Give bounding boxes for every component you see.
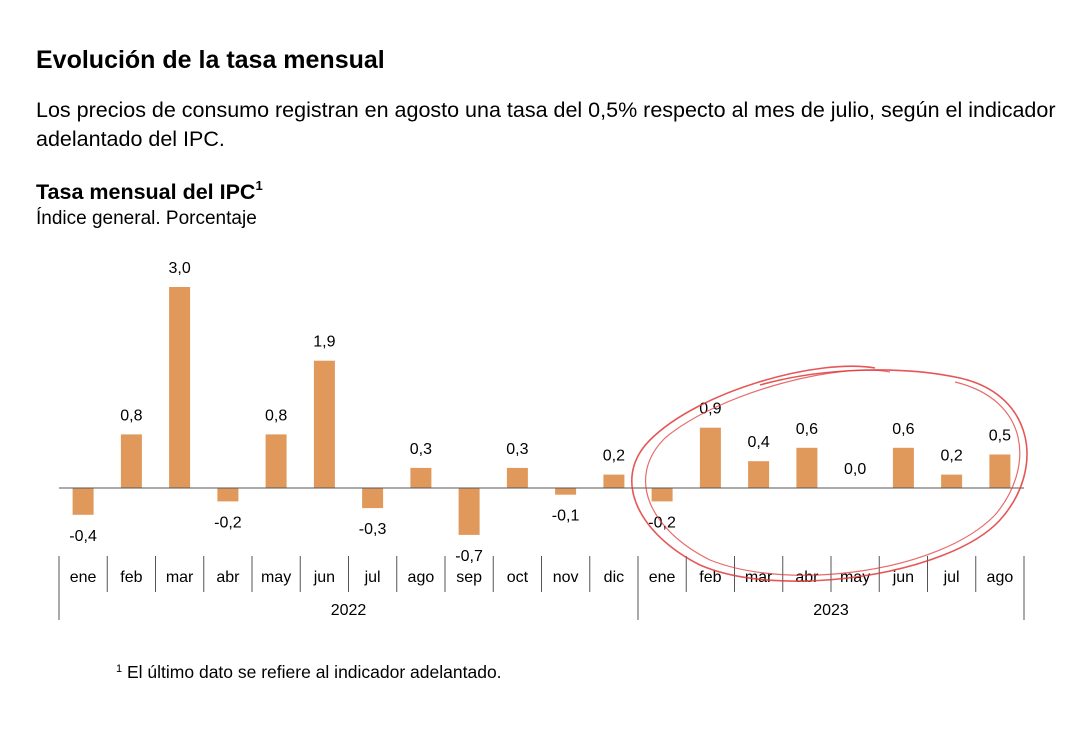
category-label: jun — [892, 569, 914, 586]
category-label: ago — [987, 569, 1014, 586]
bar — [555, 488, 577, 495]
bar — [941, 474, 963, 488]
category-label: abr — [216, 569, 240, 586]
bar — [410, 467, 432, 488]
category-label: nov — [553, 569, 579, 586]
footnote-marker: 1 — [116, 663, 123, 675]
data-label: 1,9 — [313, 334, 335, 351]
bar — [72, 488, 94, 515]
bar — [892, 447, 914, 488]
category-label: mar — [166, 569, 194, 586]
chart-title: Tasa mensual del IPC1 — [36, 178, 263, 205]
data-label: 0,3 — [410, 441, 432, 458]
bar — [989, 454, 1011, 488]
bar — [651, 488, 673, 502]
category-label: ago — [408, 569, 435, 586]
bar — [265, 434, 287, 488]
bar — [796, 447, 818, 488]
data-label: -0,3 — [359, 521, 387, 538]
category-label: ene — [70, 569, 97, 586]
data-label: 0,2 — [603, 448, 625, 465]
bar — [699, 427, 721, 488]
bar — [748, 461, 770, 488]
category-label: jul — [943, 569, 960, 586]
data-label: -0,2 — [214, 514, 242, 531]
group-label: 2023 — [813, 602, 849, 619]
category-label: abr — [795, 569, 819, 586]
bar — [362, 488, 384, 509]
footnote-text: El último dato se refiere al indicador a… — [127, 662, 502, 682]
page-title: Evolución de la tasa mensual — [36, 46, 385, 74]
bar — [120, 434, 142, 488]
footnote: 1 El último dato se refiere al indicador… — [116, 662, 502, 683]
data-label: -0,1 — [552, 508, 580, 525]
category-label: jun — [313, 569, 335, 586]
group-label: 2022 — [331, 602, 367, 619]
data-label: 0,3 — [506, 441, 528, 458]
bar — [603, 474, 625, 488]
data-label: -0,7 — [455, 548, 483, 565]
data-label: 0,0 — [844, 461, 866, 478]
annotation-circle — [631, 365, 1028, 582]
data-label: 0,6 — [892, 421, 914, 438]
data-label: 0,5 — [989, 428, 1011, 445]
data-label: 0,8 — [265, 407, 287, 424]
bar — [217, 488, 239, 502]
data-label: 0,2 — [940, 448, 962, 465]
data-label: 0,8 — [120, 407, 142, 424]
chart-title-text: Tasa mensual del IPC — [36, 180, 256, 204]
category-label: feb — [120, 569, 142, 586]
category-label: jul — [364, 569, 381, 586]
data-label: -0,4 — [69, 528, 97, 545]
category-label: may — [261, 569, 291, 586]
chart-subtitle: Índice general. Porcentaje — [36, 208, 257, 229]
bar — [169, 287, 191, 488]
category-label: feb — [699, 569, 721, 586]
category-label: oct — [507, 569, 529, 586]
data-label: 0,6 — [796, 421, 818, 438]
data-label: 3,0 — [168, 260, 190, 277]
bar — [506, 467, 528, 488]
intro-text: Los precios de consumo registran en agos… — [36, 98, 1056, 151]
chart-title-footnote-marker: 1 — [255, 178, 263, 193]
bar — [458, 488, 480, 535]
category-label: sep — [456, 569, 482, 586]
annotation-circle — [645, 369, 1021, 576]
data-label: 0,4 — [747, 434, 769, 451]
category-label: dic — [604, 569, 624, 586]
category-label: ene — [649, 569, 676, 586]
bar — [313, 360, 335, 488]
